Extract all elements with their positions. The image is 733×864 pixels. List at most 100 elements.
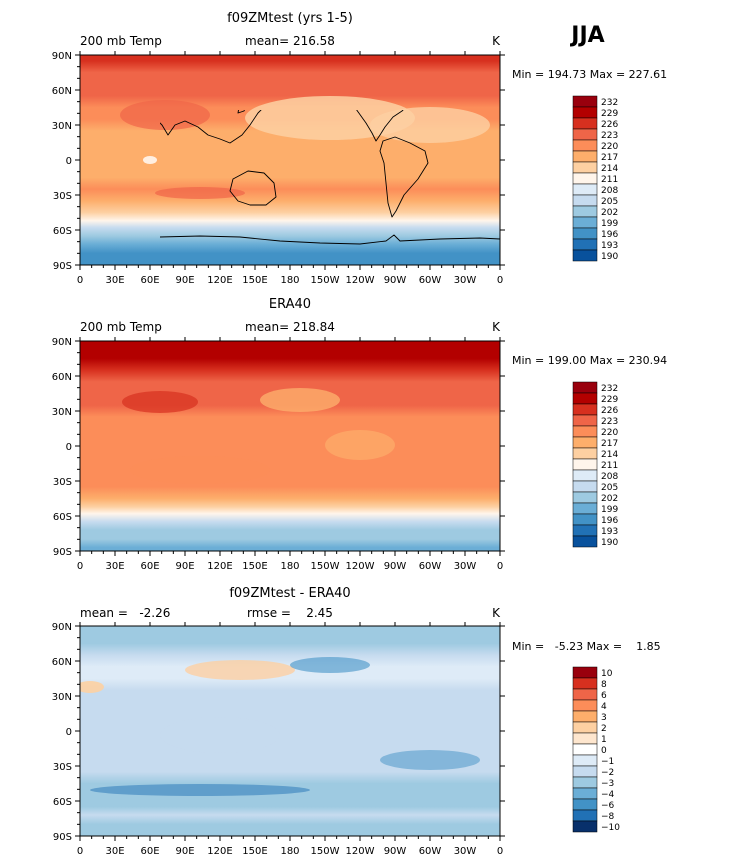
y-tick-label: 60S — [53, 797, 72, 808]
colorbar-label: 214 — [601, 450, 618, 460]
colorbar-swatch — [572, 161, 598, 174]
colorbar-label: 1 — [601, 735, 607, 745]
anomaly-blob — [370, 107, 490, 143]
colorbar-label: 229 — [601, 109, 618, 119]
colorbar-swatch — [572, 249, 598, 262]
colorbar-swatch — [572, 743, 598, 756]
x-tick-label: 120E — [207, 275, 232, 286]
colorbar-label: −1 — [601, 757, 614, 767]
colorbar-label: 6 — [601, 691, 607, 701]
panel-title: f09ZMtest - ERA40 — [229, 586, 350, 601]
colorbar-swatch — [572, 688, 598, 701]
colorbar: 2322292262232202172142112082052021991961… — [572, 95, 618, 262]
colorbar-swatch — [572, 106, 598, 119]
x-tick-label: 90W — [384, 561, 407, 572]
colorbar-label: 8 — [601, 680, 607, 690]
colorbar-swatch — [572, 447, 598, 460]
anomaly-blob — [185, 660, 295, 680]
colorbar-swatch — [572, 820, 598, 833]
x-tick-label: 150W — [311, 275, 340, 286]
x-tick-label: 60E — [140, 846, 159, 857]
x-tick-label: 60E — [140, 561, 159, 572]
colorbar-swatch — [572, 150, 598, 163]
colorbar-label: 199 — [601, 219, 618, 229]
colorbar-label: 205 — [601, 197, 618, 207]
y-tick-label: 0 — [66, 156, 72, 167]
japan-outline — [237, 110, 245, 114]
panel-model: f09ZMtest (yrs 1-5) 200 mb Temp mean= 21… — [52, 11, 667, 286]
y-tick-label: 60N — [52, 86, 72, 97]
panel-left-label: 200 mb Temp — [80, 320, 162, 334]
x-tick-label: 30W — [454, 561, 477, 572]
colorbar-swatch — [572, 699, 598, 712]
antarctica-outline — [160, 234, 501, 245]
colorbar-swatch — [572, 710, 598, 723]
y-tick-label: 30S — [53, 762, 72, 773]
x-tick-label: 180 — [280, 275, 299, 286]
y-tick-label: 0 — [66, 442, 72, 453]
x-tick-label: 150E — [242, 275, 267, 286]
y-tick-label: 30N — [52, 407, 72, 418]
y-tick-label: 60N — [52, 657, 72, 668]
x-tick-label: 90E — [175, 561, 194, 572]
panel-units-label: K — [492, 34, 501, 48]
colorbar: 2322292262232202172142112082052021991961… — [572, 381, 618, 548]
x-tick-label: 150W — [311, 561, 340, 572]
y-tick-label: 30S — [53, 477, 72, 488]
colorbar-label: 190 — [601, 252, 618, 262]
south-america-outline — [379, 136, 429, 218]
x-tick-label: 150W — [311, 846, 340, 857]
colorbar-swatch — [572, 491, 598, 504]
y-tick-label: 30N — [52, 692, 72, 703]
colorbar-label: 3 — [601, 713, 607, 723]
colorbar-label: 217 — [601, 153, 618, 163]
y-tick-label: 90N — [52, 51, 72, 62]
x-tick-label: 90E — [175, 275, 194, 286]
colorbar-swatch — [572, 721, 598, 734]
colorbar-swatch — [572, 513, 598, 526]
y-tick-label: 90S — [53, 832, 72, 843]
colorbar-label: 217 — [601, 439, 618, 449]
colorbar-label: 193 — [601, 527, 618, 537]
x-tick-label: 0 — [77, 275, 83, 286]
x-tick-label: 60W — [419, 275, 442, 286]
colorbar-label: 202 — [601, 494, 618, 504]
colorbar-swatch — [572, 469, 598, 482]
colorbar-swatch — [572, 139, 598, 152]
x-tick-label: 0 — [77, 846, 83, 857]
x-tick-label: 0 — [497, 275, 503, 286]
x-tick-label: 150E — [242, 561, 267, 572]
x-tick-label: 0 — [497, 561, 503, 572]
colorbar-label: 226 — [601, 406, 618, 416]
x-tick-label: 30E — [105, 846, 124, 857]
panel-minmax: Min = 194.73 Max = 227.61 — [512, 68, 667, 81]
x-tick-label: 60W — [419, 561, 442, 572]
colorbar-swatch — [572, 403, 598, 416]
map-axes: 0 30E 60E 90E 120E 150E 180 150W 120W 90W 60W 30W 09… — [52, 622, 505, 857]
colorbar-label: 226 — [601, 120, 618, 130]
anomaly-blob — [290, 657, 370, 673]
panel-left-label: 200 mb Temp — [80, 34, 162, 48]
colorbar-swatch — [572, 732, 598, 745]
panel-center-label: mean= 216.58 — [245, 34, 335, 48]
colorbar-swatch — [572, 776, 598, 789]
colorbar-swatch — [572, 480, 598, 493]
colorbar-label: 211 — [601, 461, 618, 471]
colorbar-swatch — [572, 787, 598, 800]
colorbar-label: 190 — [601, 538, 618, 548]
colorbar-label: 220 — [601, 142, 618, 152]
panel-title: f09ZMtest (yrs 1-5) — [227, 11, 353, 26]
colorbar-label: 208 — [601, 186, 618, 196]
map-axes: 0 30E 60E 90E 120E 150E 180 150W 120W 90W 60W 30W 09… — [52, 51, 505, 286]
y-tick-label: 90N — [52, 337, 72, 348]
anomaly-blob — [120, 100, 210, 130]
colorbar-swatch — [572, 194, 598, 207]
colorbar-swatch — [572, 414, 598, 427]
colorbar-label: 223 — [601, 417, 618, 427]
colorbar-swatch — [572, 183, 598, 196]
panel-reanalysis: ERA40 200 mb Temp mean= 218.84 K 0 30E 60E… — [52, 297, 667, 572]
panel-left-label: mean = -2.26 — [80, 606, 170, 620]
colorbar-swatch — [572, 458, 598, 471]
x-tick-label: 30E — [105, 561, 124, 572]
